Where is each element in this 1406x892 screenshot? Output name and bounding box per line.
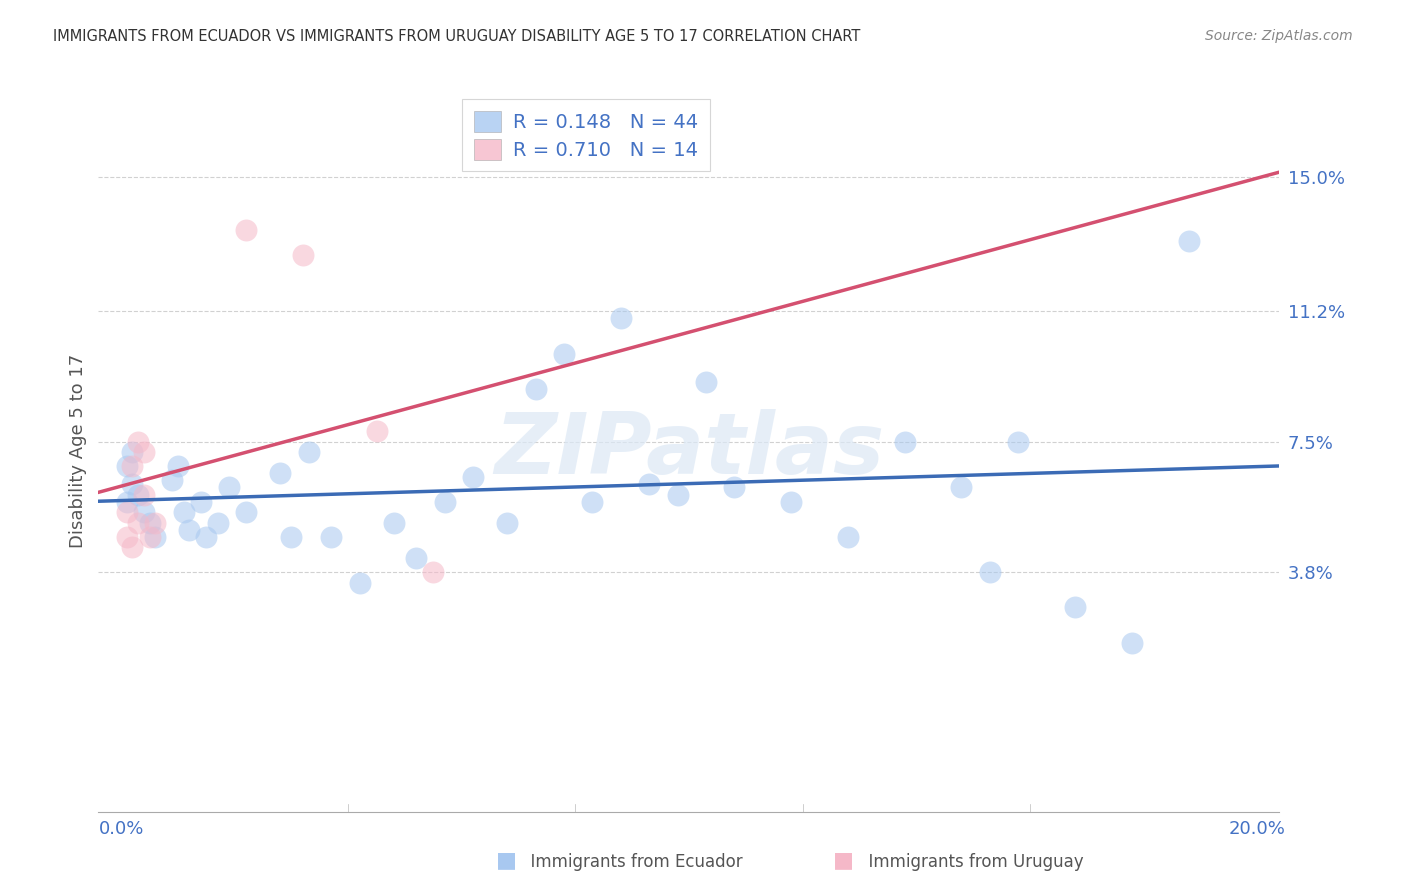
Point [167, 459, 190, 474]
Point [979, 565, 1001, 579]
Text: IMMIGRANTS FROM ECUADOR VS IMMIGRANTS FROM URUGUAY DISABILITY AGE 5 TO 17 CORREL: IMMIGRANTS FROM ECUADOR VS IMMIGRANTS FR… [53, 29, 860, 44]
Point [610, 311, 633, 326]
Text: Immigrants from Ecuador: Immigrants from Ecuador [520, 853, 742, 871]
Point [138, 516, 160, 530]
Point [433, 494, 456, 508]
Point [638, 477, 661, 491]
Point [581, 494, 603, 508]
Point [115, 459, 138, 474]
Point [366, 424, 388, 438]
Point [121, 477, 143, 491]
Point [121, 541, 143, 555]
Point [695, 375, 717, 389]
Point [321, 530, 343, 544]
Point [132, 445, 155, 459]
Point [1007, 434, 1029, 449]
Text: ■: ■ [496, 851, 516, 871]
Point [1177, 234, 1199, 248]
Point [666, 487, 689, 501]
Point [115, 494, 138, 508]
Text: Immigrants from Uruguay: Immigrants from Uruguay [858, 853, 1083, 871]
Point [207, 516, 229, 530]
Point [143, 530, 166, 544]
Point [837, 530, 859, 544]
Point [115, 530, 138, 544]
Point [162, 474, 183, 488]
Point [422, 565, 444, 579]
Point [121, 459, 143, 474]
Point [132, 505, 155, 519]
Text: Source: ZipAtlas.com: Source: ZipAtlas.com [1205, 29, 1353, 43]
Point [235, 505, 257, 519]
Point [218, 480, 240, 494]
Point [723, 480, 745, 494]
Point [190, 494, 212, 508]
Point [195, 530, 218, 544]
Point [496, 516, 519, 530]
Point [553, 346, 575, 360]
Point [127, 516, 149, 530]
Point [950, 480, 973, 494]
Point [1121, 635, 1143, 649]
Text: ■: ■ [834, 851, 853, 871]
Point [132, 487, 155, 501]
Point [280, 530, 302, 544]
Point [269, 467, 291, 481]
Point [115, 505, 138, 519]
Point [235, 223, 257, 237]
Point [349, 575, 371, 590]
Point [382, 516, 405, 530]
Point [138, 530, 160, 544]
Point [1064, 600, 1087, 615]
Point [291, 248, 314, 262]
Point [127, 434, 149, 449]
Text: ZIPatlas: ZIPatlas [494, 409, 884, 492]
Point [173, 505, 195, 519]
Point [780, 494, 803, 508]
Point [297, 445, 319, 459]
Point [143, 516, 166, 530]
Point [524, 382, 547, 396]
Point [405, 551, 427, 566]
Point [121, 445, 143, 459]
Legend: R = 0.148   N = 44, R = 0.710   N = 14: R = 0.148 N = 44, R = 0.710 N = 14 [463, 99, 710, 171]
Point [893, 434, 915, 449]
Point [179, 523, 201, 537]
Y-axis label: Disability Age 5 to 17: Disability Age 5 to 17 [69, 353, 87, 548]
Point [463, 470, 485, 484]
Point [127, 487, 149, 501]
